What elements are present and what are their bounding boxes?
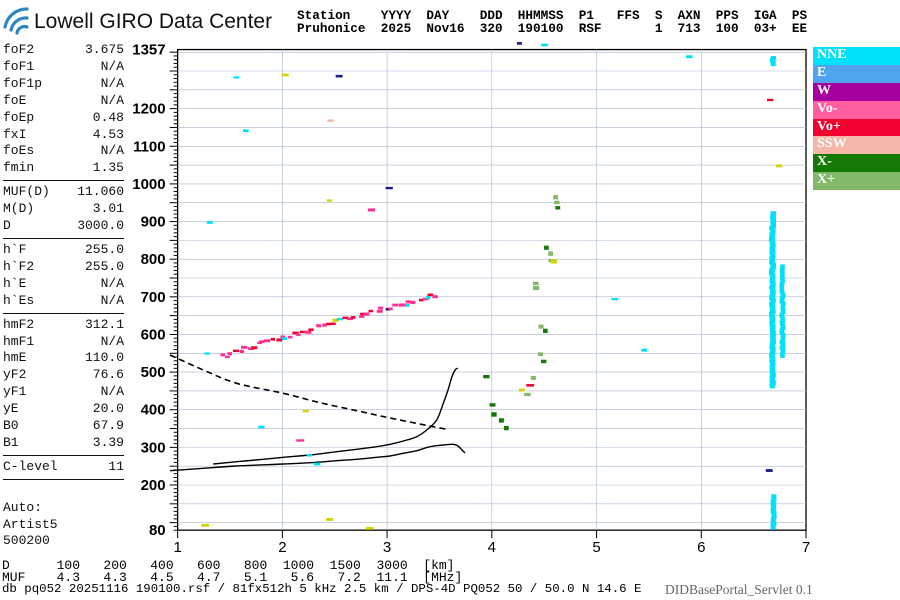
svg-text:1100: 1100: [133, 138, 166, 155]
svg-text:500: 500: [141, 364, 166, 381]
svg-text:1200: 1200: [132, 101, 165, 118]
svg-text:5: 5: [592, 539, 600, 556]
svg-text:1000: 1000: [132, 176, 165, 193]
svg-text:4: 4: [488, 539, 496, 556]
svg-text:400: 400: [141, 402, 166, 419]
svg-text:7: 7: [802, 539, 810, 556]
svg-text:600: 600: [141, 326, 166, 343]
svg-text:900: 900: [141, 214, 166, 231]
svg-text:800: 800: [141, 251, 166, 268]
svg-text:80: 80: [149, 522, 166, 539]
svg-text:300: 300: [141, 439, 166, 456]
svg-text:2: 2: [278, 539, 286, 556]
svg-text:200: 200: [141, 477, 166, 494]
svg-text:1: 1: [173, 539, 181, 556]
svg-text:6: 6: [697, 539, 705, 556]
svg-text:3: 3: [383, 539, 391, 556]
svg-text:700: 700: [141, 289, 166, 306]
svg-text:1357: 1357: [132, 42, 165, 59]
